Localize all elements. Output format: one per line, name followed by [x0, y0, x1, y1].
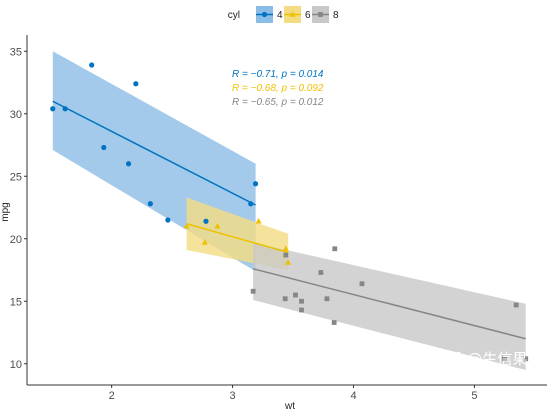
y-tick-label-10: 10 [10, 359, 22, 371]
y-tick-label-35: 35 [10, 46, 22, 58]
stat-label-cyl-6: R = −0.68, p = 0.092 [232, 83, 324, 94]
point-cyl-6-6 [201, 239, 208, 245]
point-cyl-8-2 [318, 270, 324, 275]
point-cyl-8-4 [502, 356, 508, 362]
stat-label-cyl-8: R = −0.65, p = 0.012 [232, 97, 324, 108]
fit-line-cyl-8 [252, 268, 526, 340]
legend-label-8: 8 [333, 10, 339, 21]
watermark-text: 知乎 @生信果 [433, 350, 528, 368]
fit-line-cyl-4 [52, 100, 256, 206]
legend-label-4: 4 [277, 10, 283, 21]
point-cyl-4-10 [203, 218, 209, 224]
data-points [50, 62, 529, 362]
point-cyl-8-12 [299, 298, 304, 304]
point-cyl-4-4 [62, 106, 68, 112]
point-cyl-8-11 [250, 288, 256, 294]
point-cyl-8-13 [283, 252, 289, 258]
legend-title: cyl [228, 10, 240, 21]
point-cyl-4-3 [133, 81, 139, 87]
point-cyl-6-1 [214, 223, 221, 229]
x-axis-label: wt [284, 401, 295, 411]
legend-marker-4 [261, 11, 268, 18]
point-cyl-6-4 [285, 259, 292, 265]
point-cyl-4-9 [50, 106, 56, 112]
legend-item-4: 4 [256, 6, 283, 23]
legend-label-6: 6 [305, 10, 311, 21]
point-cyl-8-10 [332, 246, 338, 252]
point-cyl-4-7 [101, 144, 107, 151]
point-cyl-8-3 [324, 296, 330, 302]
y-tick-label-20: 20 [10, 234, 22, 246]
point-cyl-8-8 [282, 296, 288, 302]
point-cyl-6-0 [183, 223, 190, 229]
legend: cyl 4 6 8 [228, 6, 339, 23]
legend-item-6: 6 [284, 6, 311, 23]
y-tick-label-30: 30 [10, 109, 22, 121]
point-cyl-8-6 [513, 302, 519, 308]
point-cyl-6-5 [282, 245, 289, 251]
stat-label-cyl-4: R = −0.71, p = 0.014 [232, 69, 324, 80]
x-tick-label-2: 2 [109, 390, 115, 402]
point-cyl-8-5 [523, 356, 529, 362]
axes: 10 15 20 25 30 35 2 3 4 5 [10, 35, 547, 402]
x-tick-label-5: 5 [471, 390, 477, 402]
x-tick-label-3: 3 [230, 390, 236, 402]
point-cyl-8-1 [359, 281, 365, 287]
y-axis-label: mpg [0, 202, 11, 221]
point-cyl-4-2 [248, 201, 254, 207]
point-cyl-8-7 [293, 292, 298, 298]
legend-marker-8 [318, 12, 323, 17]
y-tick-label-15: 15 [10, 296, 22, 308]
x-tick-label-4: 4 [350, 390, 356, 402]
point-cyl-4-0 [147, 201, 153, 207]
fit-line-cyl-6 [186, 223, 289, 254]
point-cyl-4-1 [252, 181, 259, 187]
y-tick-label-25: 25 [10, 171, 22, 183]
stat-annotations: R = −0.71, p = 0.014 R = −0.68, p = 0.092… [232, 69, 324, 108]
fit-lines [52, 100, 526, 340]
point-cyl-8-0 [299, 307, 304, 313]
point-cyl-8-9 [331, 320, 337, 325]
point-cyl-4-8 [125, 161, 132, 167]
legend-item-8: 8 [312, 6, 339, 23]
point-cyl-4-5 [89, 62, 95, 68]
legend-marker-6 [289, 11, 296, 17]
point-cyl-6-2 [255, 218, 262, 224]
point-cyl-4-6 [165, 217, 171, 223]
